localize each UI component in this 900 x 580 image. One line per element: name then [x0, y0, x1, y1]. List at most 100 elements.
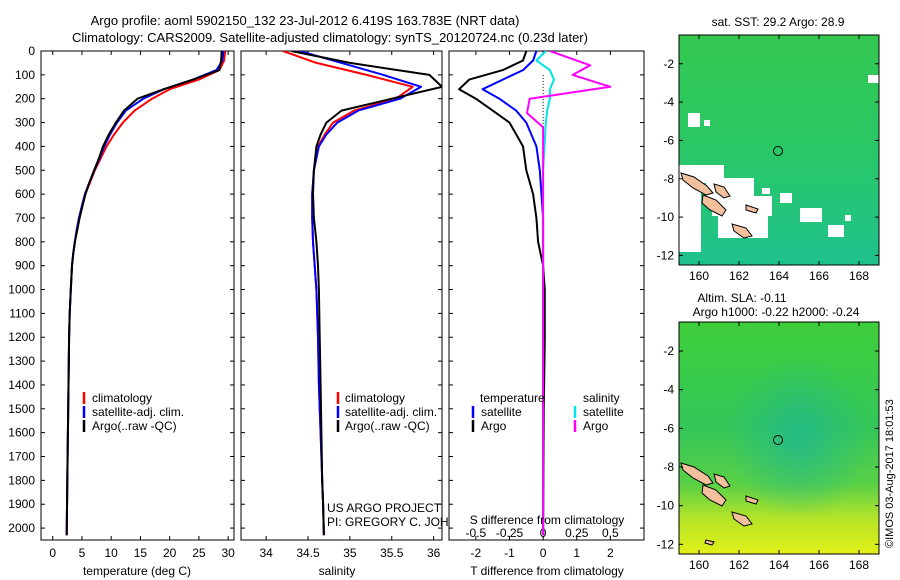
argo-location-marker-sla	[773, 435, 783, 445]
depth-tick-label: 1700	[8, 450, 35, 464]
temperature-panel: 0 100 200 300 400 500 600 700 800 900 1000 1100 1200…	[8, 44, 235, 578]
depth-tick-label: 900	[15, 259, 35, 273]
title-line-1: Argo profile: aoml 5902150_132 23-Jul-20…	[91, 13, 520, 28]
depth-tick-label: 200	[15, 92, 35, 106]
legend-title-temperature: temperature	[480, 391, 545, 405]
lon-tick-label: 166	[809, 269, 829, 283]
difference-panel: -2 -1 0 1 2-0.5 -0.25 0 0.25 0.5 S difference fr…	[448, 50, 645, 578]
x-tick-label: 34	[259, 546, 273, 560]
difference-lines	[458, 51, 612, 536]
lon-tick-label: 162	[729, 269, 749, 283]
lat-tick-label: -8	[663, 172, 674, 186]
x-tick-label: 0	[540, 546, 547, 560]
difference-x-axis: -2 -1 0 1 2-0.5 -0.25 0 0.25 0.5	[466, 51, 619, 560]
depth-tick-label: 400	[15, 139, 35, 153]
x-tick-label: 0	[49, 546, 56, 560]
series-salinity-argo	[526, 51, 612, 536]
lat-tick-label: -6	[663, 133, 674, 147]
legend-title-salinity: salinity	[583, 391, 620, 405]
sla-map-islands	[680, 462, 759, 546]
sst-map-lon-axis: 160 162 164 166 168	[689, 35, 869, 283]
footer-timestamp: ©IMOS 03-Aug-2017 18:01:53	[884, 399, 896, 548]
legend-label-satellite: satellite-adj. clim.	[345, 405, 437, 419]
salinity-x-axis: 34 34.5 35 35.5 36	[259, 51, 441, 560]
lon-tick-label: 166	[809, 558, 829, 572]
lat-tick-label: -10	[657, 499, 675, 513]
sst-map-field	[679, 35, 879, 265]
lat-tick-label: -12	[657, 248, 675, 262]
legend-label-climatology: climatology	[345, 391, 405, 405]
x-tick-label: 20	[163, 546, 177, 560]
x-tick-label: 25	[192, 546, 206, 560]
lat-tick-label: -2	[663, 57, 674, 71]
salinity-depth-ticks	[241, 50, 442, 529]
lat-tick-label: -12	[657, 537, 675, 551]
depth-tick-label: 700	[15, 211, 35, 225]
sla-map-lat-axis: -2 -4 -6 -8 -10 -12	[657, 344, 879, 551]
x-tick-label: 35	[343, 546, 357, 560]
salinity-lines	[282, 51, 442, 536]
x-tick-label: 2	[607, 546, 614, 560]
title-line-2: Climatology: CARS2009. Satellite-adjuste…	[72, 30, 588, 45]
depth-tick-label: 100	[15, 68, 35, 82]
legend-label-s-argo: Argo	[583, 419, 609, 433]
difference-legend: temperature salinity satellite Argo sate…	[471, 391, 624, 433]
depth-tick-label: 800	[15, 235, 35, 249]
salinity-legend: climatology satellite-adj. clim. Argo(..…	[336, 391, 437, 433]
salinity-xlabel: salinity	[319, 564, 356, 578]
sla-map: Altim. SLA: -0.11 Argo h1000: -0.22 h200…	[657, 291, 880, 572]
x-tick-label: 10	[105, 546, 119, 560]
legend-label-argo: Argo(..raw -QC)	[345, 419, 430, 433]
lat-tick-label: -2	[663, 344, 674, 358]
depth-tick-label: 500	[15, 163, 35, 177]
depth-tick-label: 1200	[8, 330, 35, 344]
x-tick-label: -2	[471, 546, 482, 560]
salinity-panel: 34 34.5 35 35.5 36 salinity climatology sate…	[240, 50, 483, 578]
temperature-lines	[65, 51, 227, 536]
s-tick-label: 0.5	[602, 526, 619, 540]
t-difference-label: T difference from climatology	[470, 564, 624, 578]
depth-tick-label: 1800	[8, 473, 35, 487]
temperature-legend: climatology satellite-adj. clim. Argo(..…	[82, 391, 184, 433]
credit-project: US ARGO PROJECT	[327, 501, 442, 515]
lat-tick-label: -4	[663, 383, 674, 397]
legend-label-t-argo: Argo	[481, 419, 507, 433]
lon-tick-label: 162	[729, 558, 749, 572]
s-tick-label: 0.25	[565, 526, 589, 540]
series-argo	[65, 51, 223, 536]
credit-pi: PI: GREGORY C. JOHNSON	[327, 515, 483, 529]
depth-tick-label: 1900	[8, 497, 35, 511]
lon-tick-label: 160	[689, 558, 709, 572]
temperature-x-axis: 0 5 10 15 20 25 30	[49, 51, 235, 560]
sla-map-lon-axis: 160 162 164 166 168	[689, 322, 869, 572]
s-tick-label: -0.25	[496, 526, 524, 540]
sst-map-lat-axis: -2 -4 -6 -8 -10 -12	[657, 57, 879, 262]
x-tick-label: 35.5	[380, 546, 404, 560]
depth-tick-label: 1300	[8, 354, 35, 368]
s-tick-label: -0.5	[466, 526, 487, 540]
x-tick-label: 30	[221, 546, 235, 560]
lon-tick-label: 164	[769, 558, 789, 572]
difference-depth-ticks	[449, 50, 644, 529]
x-tick-label: 36	[427, 546, 441, 560]
legend-label-argo: Argo(..raw -QC)	[92, 419, 177, 433]
depth-axis: 0 100 200 300 400 500 600 700 800 900 1000 1100 1200…	[8, 44, 234, 535]
depth-tick-label: 300	[15, 116, 35, 130]
depth-tick-label: 1400	[8, 378, 35, 392]
argo-location-marker	[773, 146, 783, 156]
depth-tick-label: 600	[15, 187, 35, 201]
x-tick-label: 15	[134, 546, 148, 560]
x-tick-label: 34.5	[296, 546, 320, 560]
series-temperature-argo	[458, 51, 546, 536]
temperature-axes-box	[40, 50, 235, 541]
sst-map: sat. SST: 29.2 Argo: 28.9 -2 -4 -6 -8	[657, 15, 880, 283]
lat-tick-label: -8	[663, 460, 674, 474]
s-difference-label: S difference from climatology	[470, 513, 625, 527]
lon-tick-label: 160	[689, 269, 709, 283]
depth-tick-label: 1100	[9, 306, 35, 320]
depth-tick-label: 1000	[8, 283, 35, 297]
sst-map-title: sat. SST: 29.2 Argo: 28.9	[712, 15, 845, 29]
sst-map-islands	[680, 172, 759, 239]
sla-map-title-1: Altim. SLA: -0.11	[697, 291, 786, 305]
